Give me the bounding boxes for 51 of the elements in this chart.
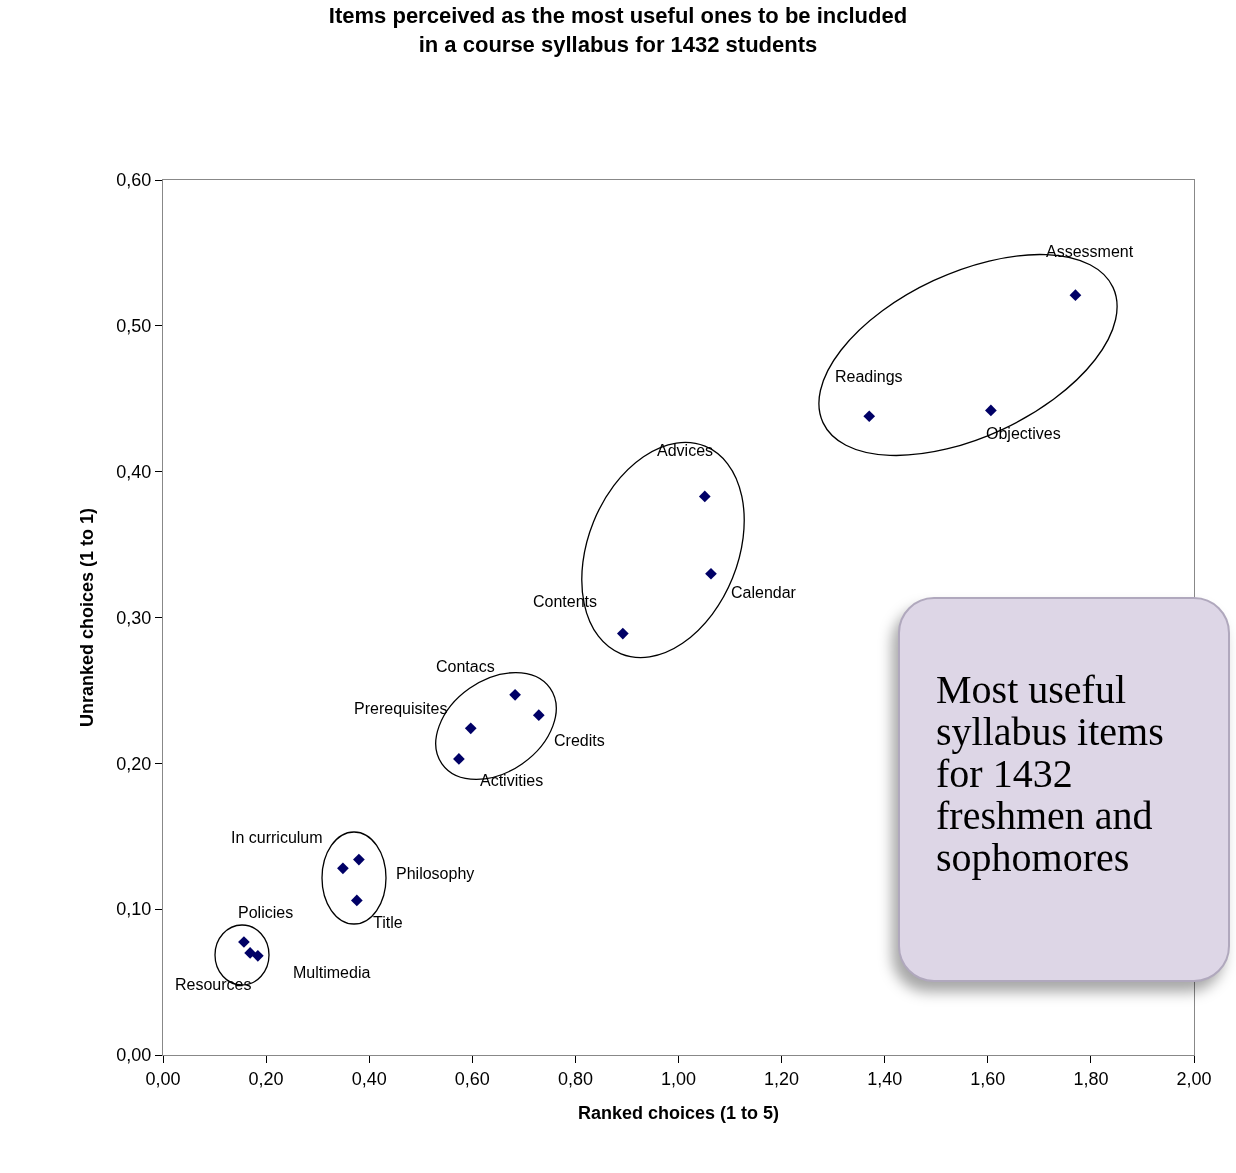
annotation: Resources	[175, 976, 252, 993]
x-tick-label: 0,80	[557, 1068, 593, 1089]
annotation: Philosophy	[396, 865, 475, 882]
point	[252, 949, 264, 962]
point	[353, 853, 365, 866]
y-tick-label: 0,10	[116, 899, 152, 920]
y-tick-label: 0,30	[116, 607, 152, 628]
point	[985, 404, 997, 417]
annotation: Activities	[480, 772, 544, 789]
x-axis-title: Ranked choices (1 to 5)	[577, 1102, 780, 1123]
x-tick-label: 0,00	[145, 1068, 181, 1089]
y-tick-label: 0,20	[116, 753, 152, 774]
annotation: Title	[373, 914, 403, 931]
x-tick-label: 0,40	[351, 1068, 387, 1089]
annotation: Readings	[835, 368, 903, 385]
annotation: Objectives	[986, 425, 1061, 442]
y-tick-label: 0,00	[116, 1045, 152, 1066]
callout-box: Most useful syllabus items for 1432 freshmen and sophomores	[898, 597, 1230, 982]
point	[464, 722, 477, 735]
x-tick-label: 1,80	[1073, 1068, 1109, 1089]
point	[244, 947, 256, 959]
x-tick-label: 1,00	[660, 1068, 697, 1089]
x-tick-label: 1,60	[970, 1068, 1006, 1089]
y-tick-label: 0,50	[116, 316, 152, 337]
annotation: Contacs	[436, 658, 495, 675]
x-tick-label: 0,20	[248, 1068, 284, 1089]
annotation: Assessment	[1046, 243, 1134, 260]
x-tick-label: 0,60	[454, 1068, 490, 1089]
point	[705, 567, 717, 580]
x-tick-label: 1,20	[764, 1068, 800, 1089]
point	[532, 709, 545, 722]
y-tick-label: 0,60	[116, 170, 152, 191]
x-tick-label: 2,00	[1176, 1068, 1212, 1089]
annotation: Advices	[657, 442, 714, 459]
point	[616, 627, 629, 640]
y-axis-title: Unranked choices (1 to 1)	[76, 507, 97, 728]
y-tick-label: 0,40	[116, 461, 152, 482]
annotation: Multimedia	[293, 964, 371, 981]
point	[509, 688, 521, 701]
annotation: Prerequisites	[354, 700, 448, 717]
annotation: Calendar	[731, 584, 797, 601]
point	[337, 862, 349, 875]
chart-title: Items perceived as the most useful ones to be included in a course syllabus for 1432 students	[328, 3, 908, 58]
point	[863, 410, 876, 423]
x-tick-label: 1,40	[867, 1068, 903, 1089]
annotation: Policies	[238, 904, 294, 921]
point	[350, 894, 363, 907]
annotation: In curriculum	[231, 829, 323, 846]
annotation: Credits	[554, 732, 605, 749]
point	[1069, 289, 1082, 302]
point	[698, 490, 711, 503]
